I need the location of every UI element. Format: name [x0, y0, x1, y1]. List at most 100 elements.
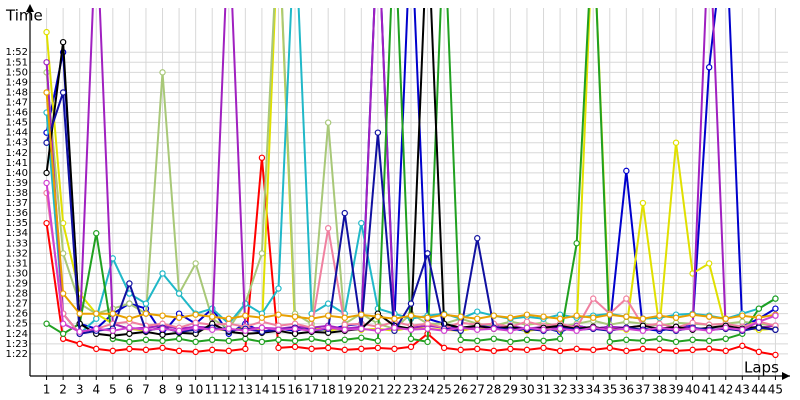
- data-point: [490, 312, 498, 319]
- data-point: [324, 119, 332, 126]
- x-tick-label: 24: [420, 383, 435, 397]
- data-point: [159, 270, 166, 277]
- data-point: [772, 312, 779, 319]
- data-point: [623, 325, 630, 332]
- y-tick-label: 1:41: [6, 158, 28, 169]
- x-tick-label: 42: [718, 383, 733, 397]
- data-point: [291, 337, 299, 345]
- data-point: [324, 300, 332, 307]
- data-point: [209, 346, 216, 354]
- x-tick-label: 13: [238, 383, 253, 397]
- data-point: [705, 313, 713, 320]
- data-point: [457, 324, 464, 331]
- data-point: [606, 344, 613, 352]
- data-point: [623, 336, 630, 344]
- x-tick-label: 26: [453, 383, 468, 397]
- data-point: [540, 326, 547, 333]
- data-point: [623, 318, 630, 325]
- data-point: [126, 345, 133, 353]
- data-point: [142, 326, 150, 333]
- data-point: [722, 335, 729, 343]
- data-point: [523, 324, 531, 331]
- data-point: [43, 59, 50, 66]
- data-point: [440, 344, 448, 352]
- data-point: [672, 347, 680, 355]
- data-point: [59, 290, 67, 297]
- data-point: [175, 335, 183, 343]
- data-point: [76, 310, 83, 317]
- x-tick-label: 29: [503, 383, 518, 397]
- data-point: [209, 326, 216, 333]
- data-point: [639, 199, 647, 207]
- data-point: [407, 312, 415, 319]
- x-tick-label: 17: [304, 383, 319, 397]
- data-point: [722, 347, 729, 355]
- y-tick-label: 1:44: [6, 128, 28, 139]
- data-point: [43, 139, 50, 146]
- data-point: [126, 315, 133, 322]
- data-point: [93, 325, 100, 332]
- data-point: [689, 319, 696, 326]
- data-point: [424, 314, 431, 321]
- data-point: [639, 315, 647, 322]
- data-point: [175, 327, 183, 334]
- y-tick-label: 1:48: [6, 87, 28, 98]
- data-point: [358, 219, 365, 227]
- data-point: [308, 315, 315, 322]
- data-point: [192, 324, 199, 331]
- y-tick-label: 1:29: [6, 279, 28, 290]
- data-point: [109, 332, 117, 339]
- data-point: [126, 330, 133, 337]
- data-point: [474, 235, 481, 242]
- data-point: [192, 319, 199, 326]
- data-point: [573, 345, 580, 353]
- data-point: [159, 344, 166, 352]
- data-point: [324, 324, 332, 331]
- data-point: [440, 311, 448, 318]
- data-point: [308, 327, 315, 334]
- data-point: [258, 338, 266, 346]
- data-point: [93, 230, 100, 237]
- data-point: [474, 345, 481, 353]
- data-point: [242, 312, 249, 319]
- data-point: [275, 311, 282, 318]
- x-tick-label: 37: [635, 383, 650, 397]
- data-point: [192, 260, 199, 267]
- data-point: [772, 326, 779, 333]
- data-point: [772, 295, 779, 302]
- data-point: [324, 344, 332, 352]
- y-tick-label: 1:46: [6, 108, 28, 119]
- data-point: [772, 305, 779, 312]
- data-point: [523, 336, 531, 344]
- data-point: [159, 325, 166, 332]
- data-point: [258, 314, 266, 321]
- data-point: [606, 326, 613, 333]
- data-point: [59, 250, 67, 257]
- data-point: [109, 347, 117, 355]
- data-point: [689, 336, 696, 344]
- data-point: [175, 314, 183, 321]
- data-point: [424, 320, 431, 327]
- data-point: [523, 346, 531, 354]
- data-point: [639, 327, 647, 334]
- data-point: [573, 240, 580, 247]
- data-point: [374, 344, 382, 352]
- data-point: [225, 320, 232, 327]
- data-point: [225, 337, 232, 345]
- data-point: [606, 311, 613, 318]
- data-point: [705, 337, 713, 345]
- x-tick-label: 44: [751, 383, 766, 397]
- x-tick-label: 15: [271, 383, 286, 397]
- x-tick-label: 45: [768, 383, 783, 397]
- data-point: [59, 38, 67, 46]
- data-point: [374, 313, 382, 320]
- data-point: [341, 209, 348, 217]
- data-point: [192, 348, 199, 356]
- data-point: [424, 325, 431, 332]
- y-tick-label: 1:40: [6, 168, 28, 179]
- data-point: [523, 311, 531, 318]
- data-point: [142, 346, 150, 354]
- data-point: [43, 28, 50, 36]
- x-tick-label: 33: [569, 383, 584, 397]
- x-tick-label: 3: [76, 383, 84, 397]
